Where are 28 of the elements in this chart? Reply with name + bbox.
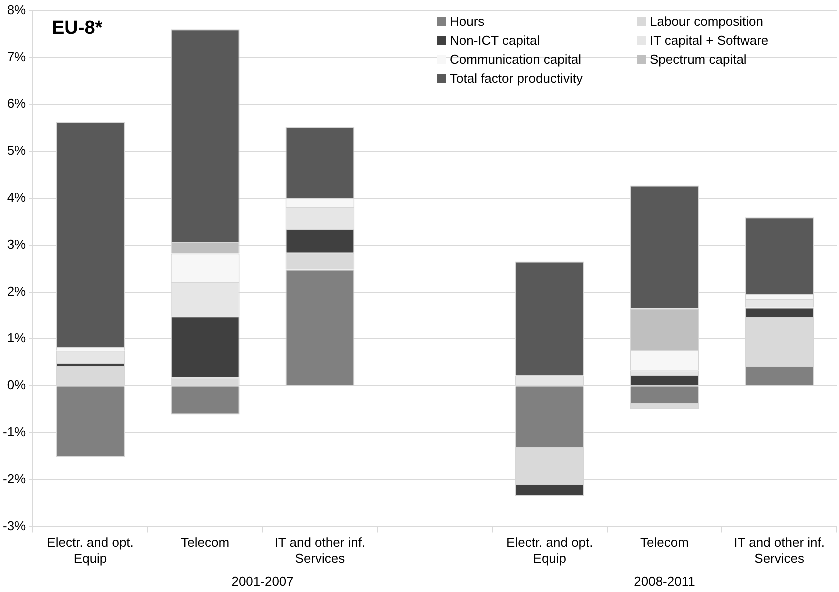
x-tick-label: Telecom bbox=[181, 535, 230, 550]
y-tick-label: -3% bbox=[2, 518, 27, 534]
legend-label: Spectrum capital bbox=[650, 52, 747, 67]
y-tick-label: 3% bbox=[7, 236, 27, 252]
y-tick-label: 5% bbox=[7, 143, 27, 158]
y-tick-label: 6% bbox=[7, 96, 27, 112]
x-tick-label: Telecom bbox=[640, 535, 689, 550]
y-tick-label: 8% bbox=[7, 2, 27, 18]
y-tick-label: 1% bbox=[7, 330, 27, 346]
legend-label: Total factor productivity bbox=[450, 71, 583, 86]
text: 2001-2007 bbox=[232, 574, 294, 589]
y-tick-label: 2% bbox=[7, 284, 27, 299]
x-tick-label: Electr. and opt. Equip bbox=[506, 535, 594, 566]
y-tick-label: -1% bbox=[2, 424, 27, 440]
x-tick-label: IT and other inf. Services bbox=[734, 535, 825, 566]
legend-label: Non-ICT capital bbox=[450, 33, 540, 48]
x-tick-label: IT and other inf. Services bbox=[274, 535, 366, 566]
legend-label: Communication capital bbox=[450, 52, 582, 67]
legend-label: Labour composition bbox=[650, 14, 764, 29]
y-tick-label: 7% bbox=[7, 49, 27, 64]
legend-label: IT capital + Software bbox=[650, 33, 769, 48]
y-tick-label: -2% bbox=[2, 471, 27, 486]
x-tick-label: Electr. and opt. Equip bbox=[47, 535, 134, 566]
y-tick-label: 0% bbox=[7, 378, 27, 393]
legend-label: Hours bbox=[450, 14, 485, 29]
y-tick-label: 4% bbox=[7, 190, 27, 206]
text: 2008-2011 bbox=[634, 574, 696, 589]
chart-title: EU-8* bbox=[52, 18, 103, 40]
